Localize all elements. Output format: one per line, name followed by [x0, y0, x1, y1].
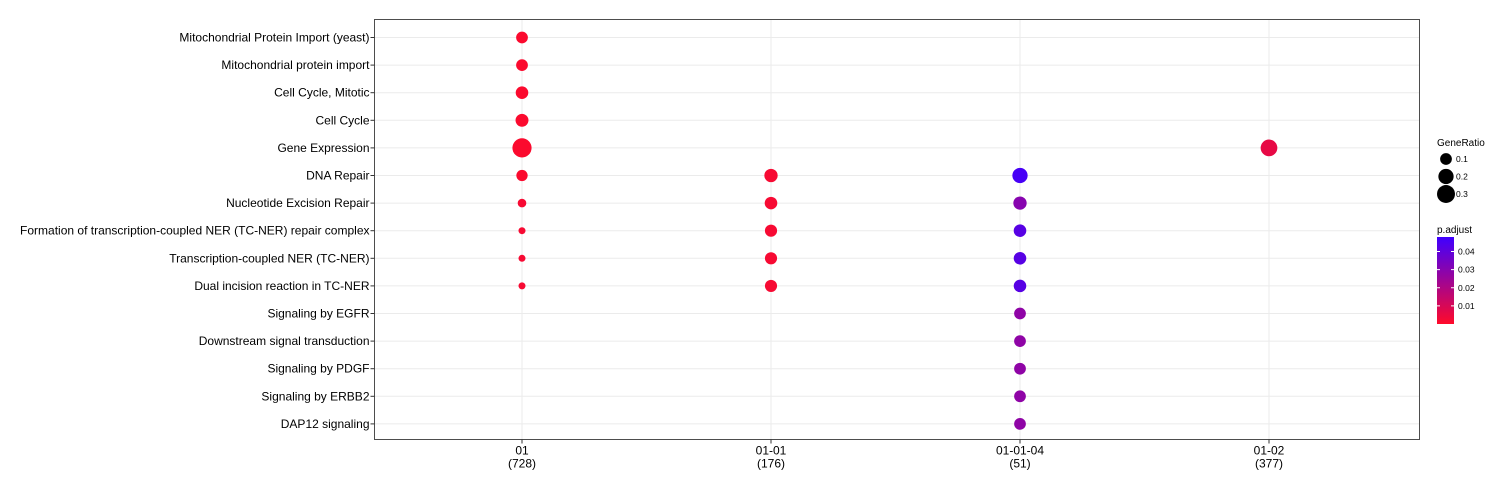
color-legend-title: p.adjust — [1437, 225, 1472, 236]
size-legend: GeneRatio 0.1 0.2 0.3 — [1437, 138, 1485, 203]
x-tick-count-label: (51) — [1009, 457, 1030, 471]
y-axis: Mitochondrial Protein Import (yeast) Mito… — [20, 31, 375, 431]
y-tick-label: Nucleotide Excision Repair — [226, 196, 369, 210]
x-tick-label: 01 — [515, 444, 529, 458]
data-point — [1014, 362, 1026, 375]
y-tick-label: Signaling by PDGF — [267, 362, 369, 376]
data-point — [764, 196, 778, 210]
data-point — [764, 168, 778, 183]
data-point — [516, 169, 528, 182]
color-legend-bar — [1437, 237, 1454, 324]
y-tick-label: Gene Expression — [277, 141, 369, 155]
x-tick-count-label: (377) — [1255, 457, 1283, 471]
size-legend-key — [1438, 168, 1454, 185]
data-point — [764, 252, 778, 265]
y-tick-label: Mitochondrial protein import — [221, 58, 370, 72]
x-tick-count-label: (176) — [757, 457, 785, 471]
color-legend-label: 0.03 — [1458, 265, 1475, 275]
y-tick-label: Formation of transcription-coupled NER (… — [20, 224, 369, 238]
data-point — [518, 254, 526, 262]
size-legend-key — [1437, 185, 1455, 203]
data-point — [517, 198, 527, 208]
grid-lines — [374, 19, 1420, 440]
y-tick-label: Downstream signal transduction — [199, 334, 370, 348]
x-tick-count-label: (728) — [508, 457, 536, 471]
data-point — [1012, 167, 1028, 184]
x-tick-label: 01-02 — [1254, 444, 1285, 458]
data-point — [764, 279, 778, 292]
data-point — [516, 31, 528, 44]
data-point — [516, 59, 528, 71]
y-tick-label: DAP12 signaling — [281, 417, 370, 431]
data-point — [1014, 418, 1026, 430]
data-point — [1014, 335, 1026, 347]
x-tick-label: 01-01 — [756, 444, 787, 458]
data-point — [515, 86, 529, 99]
data-point — [515, 113, 529, 127]
data-point — [518, 282, 526, 290]
data-point — [518, 227, 526, 235]
data-point — [1013, 224, 1027, 237]
x-axis: 01(728) 01-01(176) 01-01-04(51) 01-02(377) — [508, 439, 1285, 471]
y-tick-label: Dual incision reaction in TC-NER — [194, 279, 370, 293]
data-point — [512, 138, 532, 158]
data-point — [1014, 307, 1026, 320]
data-point — [1013, 252, 1027, 265]
y-tick-label: Transcription-coupled NER (TC-NER) — [169, 251, 369, 265]
x-tick-label: 01-01-04 — [996, 444, 1044, 458]
y-tick-label: Mitochondrial Protein Import (yeast) — [179, 31, 369, 45]
data-points — [512, 31, 1278, 430]
data-point — [1014, 390, 1026, 403]
size-legend-label: 0.3 — [1456, 189, 1468, 199]
data-point — [764, 224, 778, 237]
plot-panel-border — [374, 19, 1420, 440]
size-legend-label: 0.2 — [1456, 172, 1468, 182]
color-legend-label: 0.04 — [1458, 247, 1475, 257]
size-legend-title: GeneRatio — [1437, 138, 1485, 149]
color-legend: p.adjust 0.01 0.02 0.03 0.04 — [1437, 225, 1475, 324]
size-legend-key — [1440, 153, 1452, 165]
y-tick-label: Signaling by ERBB2 — [261, 389, 369, 403]
color-legend-label: 0.01 — [1458, 301, 1475, 311]
y-tick-label: Cell Cycle — [315, 113, 369, 127]
data-point — [1013, 279, 1027, 293]
y-tick-label: DNA Repair — [306, 169, 369, 183]
data-point — [1260, 139, 1278, 157]
y-tick-label: Signaling by EGFR — [267, 307, 369, 321]
data-point — [1013, 196, 1027, 210]
y-tick-label: Cell Cycle, Mitotic — [274, 86, 369, 100]
color-legend-label: 0.02 — [1458, 283, 1475, 293]
size-legend-label: 0.1 — [1456, 154, 1468, 164]
